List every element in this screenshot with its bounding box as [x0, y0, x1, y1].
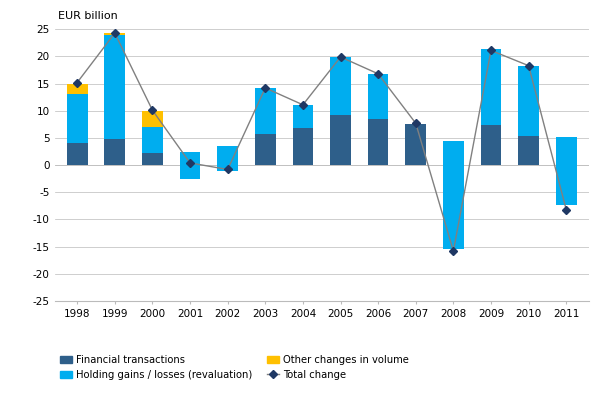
- Bar: [368, 120, 388, 165]
- Bar: [330, 57, 351, 115]
- Bar: [293, 128, 313, 165]
- Bar: [481, 49, 501, 125]
- Bar: [104, 139, 125, 165]
- Bar: [405, 125, 426, 165]
- Bar: [443, 141, 464, 165]
- Bar: [67, 143, 87, 165]
- Bar: [142, 153, 163, 165]
- Bar: [104, 33, 125, 35]
- Bar: [330, 115, 351, 165]
- Bar: [67, 84, 87, 94]
- Bar: [556, 138, 577, 165]
- Bar: [142, 111, 163, 127]
- Bar: [481, 125, 501, 165]
- Text: EUR billion: EUR billion: [58, 11, 118, 21]
- Bar: [180, 152, 200, 179]
- Legend: Financial transactions, Holding gains / losses (revaluation), Other changes in v: Financial transactions, Holding gains / …: [59, 355, 409, 380]
- Bar: [217, 146, 238, 171]
- Bar: [104, 33, 125, 139]
- Bar: [142, 127, 163, 153]
- Bar: [67, 94, 87, 143]
- Bar: [217, 146, 238, 165]
- Bar: [443, 141, 464, 250]
- Bar: [556, 138, 577, 205]
- Bar: [368, 74, 388, 120]
- Bar: [255, 88, 276, 134]
- Bar: [255, 134, 276, 165]
- Bar: [518, 136, 539, 165]
- Bar: [180, 152, 200, 165]
- Bar: [293, 105, 313, 128]
- Bar: [518, 66, 539, 136]
